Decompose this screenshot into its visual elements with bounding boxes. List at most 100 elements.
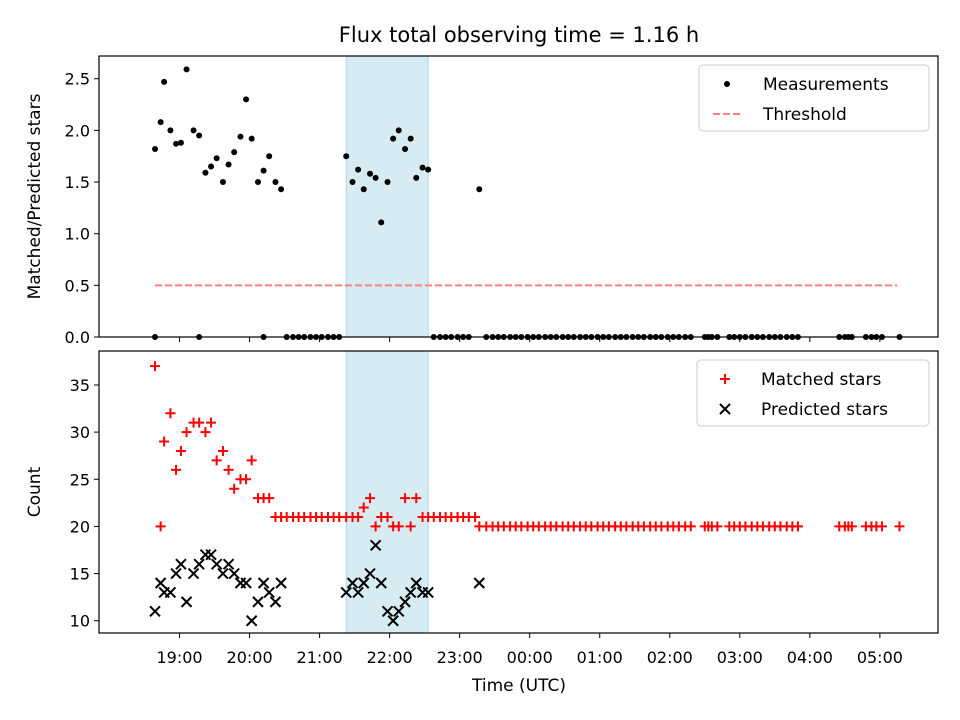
data-point [425,166,432,173]
y-tick-label: 0.5 [65,276,90,295]
y-tick-label: 25 [70,470,90,489]
data-point [360,186,367,193]
data-point [411,493,422,504]
legend: Measurements Threshold [698,64,930,132]
data-point [217,567,229,580]
data-point [210,558,223,570]
data-point [252,596,264,608]
data-point [183,66,190,73]
data-point [413,174,420,181]
data-point [364,567,376,580]
x-tick-label: 00:00 [507,648,553,667]
x-tick-label: 21:00 [297,648,343,667]
chart-title: Flux total observing time = 1.16 h [339,23,699,47]
x-tick-label: 19:00 [156,648,202,667]
data-point [175,558,187,570]
data-point [245,615,258,627]
data-point [349,179,356,186]
data-point [346,577,359,589]
data-point [343,153,350,160]
data-point [170,567,182,580]
legend-box [698,64,930,132]
data-point [387,615,399,627]
data-point [149,605,161,618]
data-point [390,135,397,142]
data-point [155,521,166,532]
legend-label: Threshold [762,105,847,125]
series-predicted-stars [149,539,485,627]
y-axis-label: Count [25,466,45,517]
data-point [712,521,723,532]
data-point [152,145,159,152]
data-point [173,140,180,147]
y-tick-label: 2.5 [65,70,90,89]
data-point [367,170,374,177]
legend-marker [724,81,730,87]
highlight-span [345,55,429,338]
data-point [159,436,170,447]
y-tick-label: 20 [70,517,90,536]
x-tick-label: 22:00 [367,648,413,667]
legend-marker [720,374,730,384]
data-point [470,511,481,522]
x-tick-label: 23:00 [437,648,483,667]
count-panel: 10 15 20 25 30 35 19:00 20:00 21:00 22:00 23:00 00:… [25,350,939,667]
data-point [200,427,211,438]
y-tick-label: 35 [70,376,90,395]
data-point [422,586,434,599]
data-point [410,577,422,589]
y-tick-label: 1.5 [65,173,90,192]
data-point [353,511,364,522]
data-point [876,521,887,532]
data-point [266,153,273,160]
data-point [240,577,252,589]
legend-label: Matched stars [761,370,881,390]
data-point [187,567,200,580]
data-point [205,549,217,561]
data-point [405,521,416,532]
data-point [419,164,426,171]
data-point [264,493,275,504]
data-point [193,558,205,570]
legend: Matched stars Predicted stars [696,359,930,427]
data-point [370,521,381,532]
data-point [340,586,352,599]
data-point [381,605,394,618]
data-point [275,577,287,589]
data-point [246,455,257,466]
x-tick-label: 02:00 [647,648,693,667]
y-tick-label: 15 [70,565,90,584]
data-point [278,186,285,193]
data-point [231,149,238,156]
data-point [372,174,379,181]
data-point [177,139,184,146]
data-point [217,445,228,456]
data-point [393,521,404,532]
data-point [355,166,362,173]
data-point [894,521,905,532]
plot-frame [98,55,939,338]
data-point [393,605,405,618]
y-axis-label: Matched/Predicted stars [25,93,45,299]
x-tick-label: 20:00 [227,648,273,667]
data-point [157,119,164,126]
data-point [219,179,226,186]
data-point [365,493,376,504]
x-tick-label: 04:00 [787,648,833,667]
y-tick-label: 0.0 [65,328,90,347]
data-point [358,577,370,589]
y-tick-label: 1.0 [65,225,90,244]
data-point [369,539,382,551]
legend-marker [719,403,731,415]
data-point [375,577,387,589]
ratio-panel: 0.0 0.5 1.0 1.5 2.0 2.5 Matched/Predicted star… [25,55,939,347]
x-tick-label: 03:00 [717,648,763,667]
data-point [358,502,369,513]
y-tick-label: 10 [70,612,90,631]
data-point [206,417,217,428]
data-point [402,145,409,152]
data-point [223,464,234,475]
x-axis-label: Time (UTC) [471,676,566,696]
data-point [846,521,857,532]
